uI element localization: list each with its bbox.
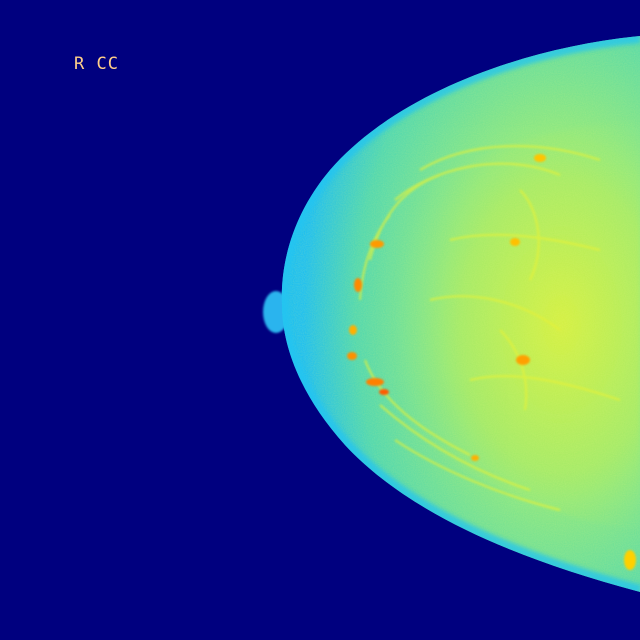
view-label: R CC <box>74 54 119 74</box>
dense-spots <box>347 154 636 570</box>
fibrous-strands <box>358 144 621 512</box>
